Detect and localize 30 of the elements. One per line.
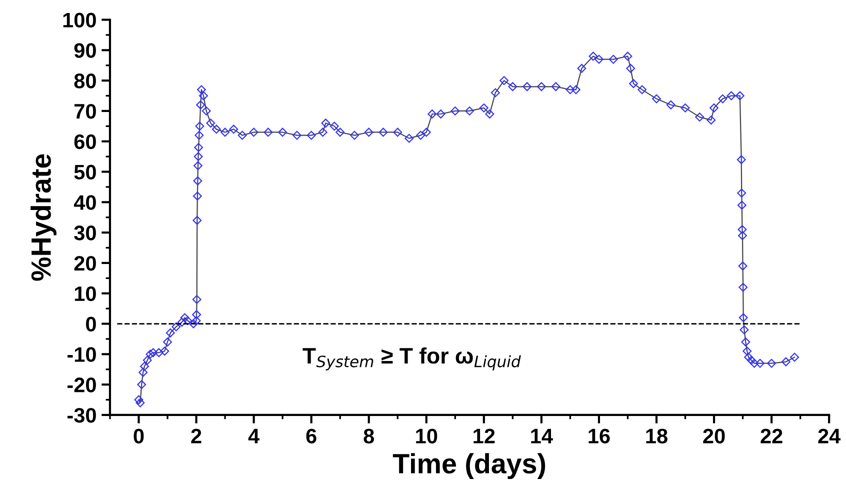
y-tick-label: 100 [63, 12, 96, 28]
x-tick-label: 10 [416, 428, 438, 444]
y-tick-label: 0 [86, 316, 96, 332]
x-tick-label: 6 [306, 428, 316, 444]
y-tick-label: 50 [74, 164, 96, 180]
y-tick-label: -10 [67, 347, 96, 362]
x-tick-label: 14 [531, 428, 553, 444]
x-tick-label: 20 [703, 428, 725, 444]
x-tick-label: 16 [588, 428, 610, 444]
y-tick-label: -20 [67, 378, 96, 392]
y-tick-label: 80 [74, 74, 96, 88]
x-axis-title: Time (days) [392, 453, 546, 480]
y-tick-label: 90 [74, 43, 96, 58]
y-tick-label: 10 [74, 286, 96, 302]
annotation: T$_{System}$ ≥ T for ω$_{Liquid}$ [302, 347, 521, 370]
y-tick-label: 70 [74, 104, 96, 119]
x-tick-label: 18 [646, 428, 668, 444]
x-tick-label: 24 [818, 428, 841, 444]
y-tick-label: 40 [74, 195, 96, 210]
x-tick-label: 12 [474, 428, 495, 444]
y-tick-label: 30 [74, 226, 96, 240]
y-axis-title: %Hydrate [30, 154, 56, 281]
x-tick-label: 4 [248, 428, 260, 444]
y-tick-label: 20 [74, 256, 96, 271]
x-tick-label: 0 [134, 428, 144, 444]
x-tick-label: 2 [191, 428, 202, 444]
y-tick-label: -30 [67, 408, 96, 423]
y-tick-label: 60 [74, 134, 96, 150]
x-tick-label: 8 [364, 428, 374, 444]
x-tick-label: 22 [760, 428, 782, 444]
